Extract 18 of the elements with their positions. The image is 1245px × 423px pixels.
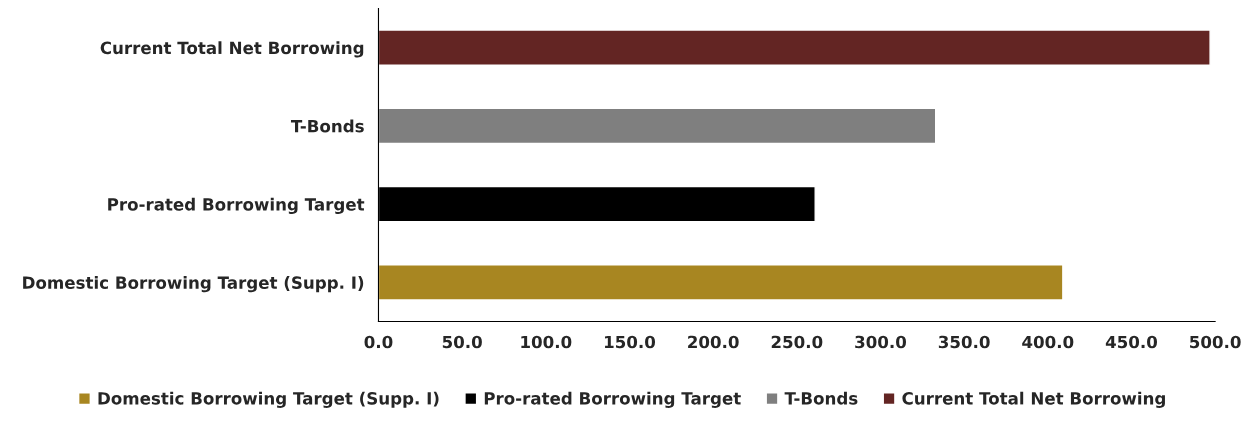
x-tick-label: 300.0 <box>855 335 907 349</box>
legend-label: Current Total Net Borrowing <box>902 391 1165 408</box>
y-tick-label: Pro-rated Borrowing Target <box>108 197 365 215</box>
x-tick-label: 150.0 <box>604 335 656 349</box>
x-tick-label: 50.0 <box>442 335 482 349</box>
y-tick-label: Domestic Borrowing Target (Supp. I) <box>23 276 364 293</box>
x-tick-label: 350.0 <box>938 335 990 349</box>
x-tick-label: 400.0 <box>1022 335 1074 349</box>
x-tick-label: 450.0 <box>1105 335 1158 349</box>
x-tick-label: 250.0 <box>771 335 823 349</box>
x-tick-label: 200.0 <box>688 335 739 349</box>
x-tick-label: 0.0 <box>364 335 393 349</box>
x-tick-label: 100.0 <box>521 335 572 349</box>
y-tick-label: Current Total Net Borrowing <box>100 41 364 58</box>
legend-label: Pro-rated Borrowing Target <box>484 391 741 408</box>
legend-label: T-Bonds <box>784 391 858 405</box>
y-tick-label: T-Bonds <box>290 119 364 133</box>
x-tick-label: 500.0 <box>1190 335 1241 349</box>
